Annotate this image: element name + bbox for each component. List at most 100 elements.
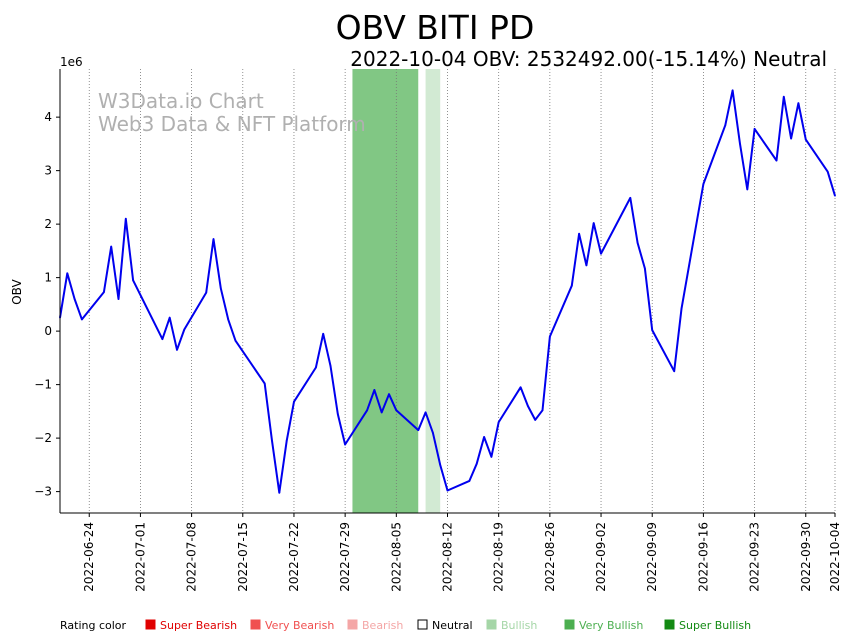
shaded-region-very-bullish <box>352 69 419 513</box>
obv-point <box>220 287 222 290</box>
y-tick-label: 4 <box>44 110 52 124</box>
obv-point <box>680 307 683 310</box>
obv-point <box>468 480 471 482</box>
obv-point <box>161 338 164 340</box>
x-tick-label: 2022-06-24 <box>82 522 96 592</box>
legend-label-super-bullish: Super Bullish <box>679 619 751 632</box>
y-tick-label: 3 <box>44 164 52 178</box>
obv-point <box>315 366 317 369</box>
x-tick-label: 2022-08-12 <box>441 522 455 592</box>
legend-swatch-super-bearish <box>145 619 156 630</box>
legend-label-very-bullish: Very Bullish <box>579 619 643 632</box>
x-tick-label: 2022-07-01 <box>133 522 147 592</box>
obv-point <box>132 279 134 282</box>
obv-point <box>388 393 390 396</box>
vertical-gridlines <box>88 69 836 513</box>
legend-label-bearish: Bearish <box>362 619 403 632</box>
x-tick-label: 2022-08-05 <box>389 522 403 592</box>
obv-point <box>629 197 632 199</box>
legend-title: Rating color <box>60 619 127 632</box>
obv-point <box>746 188 749 191</box>
shaded-region-bullish <box>425 69 441 513</box>
obv-point <box>337 413 339 415</box>
obv-point <box>753 128 756 130</box>
shaded-regions <box>352 69 441 513</box>
x-tick-label: 2022-10-04 <box>828 522 842 592</box>
obv-point <box>534 419 537 421</box>
obv-point <box>417 429 420 431</box>
legend-swatch-bearish <box>347 619 358 630</box>
legend-swatch-very-bullish <box>564 619 575 630</box>
obv-point <box>549 335 551 338</box>
legend-label-bullish: Bullish <box>501 619 537 632</box>
obv-point <box>804 138 807 141</box>
y-tick-label: 0 <box>44 324 52 338</box>
obv-point <box>475 462 478 465</box>
obv-point <box>380 411 383 414</box>
legend-swatch-neutral <box>417 619 428 630</box>
y-scale-label: 1e6 <box>60 55 83 69</box>
rating-legend: Rating color Super Bearish Very Bearish Be… <box>60 619 751 632</box>
obv-point <box>497 421 500 423</box>
obv-point <box>125 217 127 220</box>
watermark-line-1: W3Data.io Chart <box>98 89 264 113</box>
obv-data-points <box>59 89 836 494</box>
legend-swatch-very-bearish <box>250 619 261 630</box>
obv-point <box>585 264 588 267</box>
x-tick-label: 2022-07-22 <box>287 522 301 592</box>
obv-point <box>673 370 675 373</box>
obv-point <box>66 272 69 275</box>
obv-point <box>636 242 639 244</box>
x-tick-label: 2022-09-30 <box>799 522 813 592</box>
y-tick-label: 1 <box>44 271 52 285</box>
obv-point <box>739 143 741 145</box>
obv-point <box>826 170 829 173</box>
x-tick-label: 2022-09-16 <box>696 522 710 592</box>
obv-point <box>834 194 836 197</box>
obv-point <box>775 159 778 162</box>
obv-point <box>592 222 595 224</box>
x-tick-label: 2022-07-15 <box>236 522 250 592</box>
obv-point <box>783 96 785 98</box>
obv-point <box>490 456 493 458</box>
x-tick-label: 2022-09-23 <box>748 522 762 592</box>
chart-title: OBV BITI PD <box>336 8 535 47</box>
obv-point <box>117 298 120 300</box>
legend-swatch-bullish <box>486 619 497 630</box>
y-tick-label: −3 <box>34 485 52 499</box>
obv-point <box>395 409 398 412</box>
obv-point <box>344 443 346 446</box>
obv-point <box>432 431 434 434</box>
obv-point <box>373 389 376 391</box>
obv-series-line <box>59 89 836 494</box>
obv-point <box>263 382 266 385</box>
obv-point <box>644 267 646 270</box>
obv-point <box>731 89 734 92</box>
legend-label-very-bearish: Very Bearish <box>265 619 334 632</box>
x-tick-label: 2022-07-29 <box>338 522 352 592</box>
legend-swatch-super-bullish <box>664 619 675 630</box>
x-tick-label: 2022-09-02 <box>594 522 608 592</box>
obv-point <box>724 124 727 126</box>
obv-point <box>527 405 529 407</box>
obv-point <box>578 232 580 235</box>
y-tick-label: 2 <box>44 217 52 231</box>
y-axis-ticks: −3 −2 −1 0 1 2 3 4 <box>34 110 60 499</box>
y-axis-label: OBV <box>10 278 24 304</box>
obv-point <box>285 439 288 442</box>
chart-subtitle: 2022-10-04 OBV: 2532492.00(-15.14%) Neut… <box>350 47 827 71</box>
obv-point <box>103 291 105 293</box>
obv-point <box>424 411 427 414</box>
obv-point <box>110 245 112 248</box>
obv-point <box>234 339 237 342</box>
obv-point <box>278 491 281 494</box>
obv-point <box>439 464 441 466</box>
obv-point <box>797 102 800 105</box>
obv-point <box>73 298 76 300</box>
obv-point <box>541 409 544 412</box>
obv-point <box>176 349 178 351</box>
obv-point <box>271 439 273 442</box>
obv-point <box>322 332 325 335</box>
obv-point <box>212 238 215 240</box>
